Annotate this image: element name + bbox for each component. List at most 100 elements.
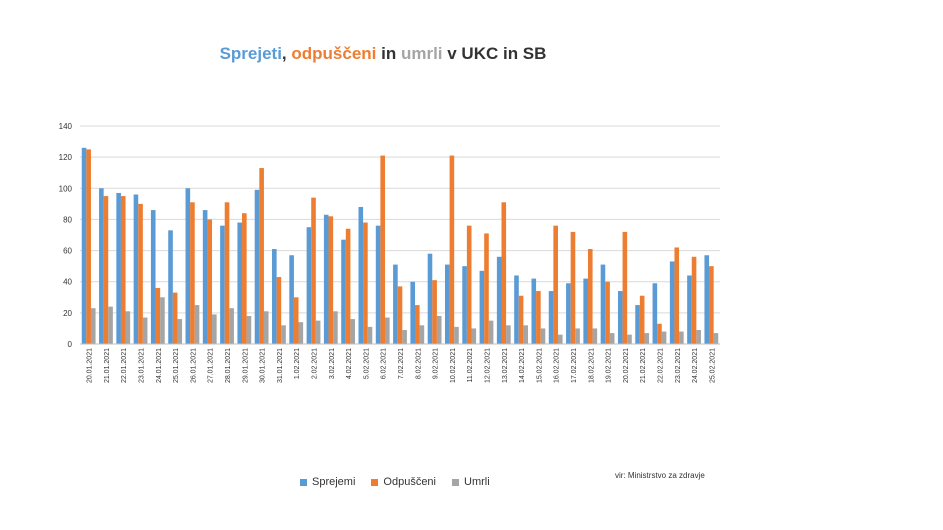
x-tick-label: 27.01.2021 [208,348,215,383]
x-tick-label: 20.01.2021 [87,348,94,383]
bar-sprejemi [600,264,606,344]
bar-umrli [281,325,286,344]
legend-label-odpusceni: Odpuščeni [383,476,436,488]
bar-odpusceni [242,213,247,344]
x-tick-label: 16.02.2021 [554,348,561,383]
bar-sprejemi [617,291,623,344]
title-sep2: in [376,44,401,63]
y-tick-label: 20 [63,309,72,318]
bar-umrli [644,333,650,344]
bar-sprejemi [548,291,554,344]
title-rest: v UKC in SB [442,44,547,63]
bar-umrli [575,328,580,344]
bar-umrli [609,333,615,344]
bar-odpusceni [172,292,178,344]
bar-chart: 0 20 40 60 80 100 120 140 20.01.2021 21.01.2021 22… [59,122,720,383]
x-tick-label: 13.02.2021 [502,348,509,383]
bar-sprejemi [306,227,312,344]
x-tick-label: 15.02.2021 [536,348,543,383]
bar-sprejemi [99,188,104,344]
bar-umrli [454,326,459,344]
legend-swatch-sprejemi [300,478,307,486]
legend-item-odpusceni: Odpuščeni [371,476,436,488]
bar-umrli [385,317,390,344]
bar-umrli [471,328,477,344]
bar-odpusceni [224,202,230,344]
bar-odpusceni [605,281,610,344]
bar-sprejemi [393,264,398,344]
bar-odpusceni [674,247,680,344]
x-tick-label: 18.02.2021 [588,348,595,383]
bar-odpusceni [328,216,334,344]
x-tick-label: 31.01.2021 [277,348,284,383]
bar-sprejemi [168,230,173,344]
bar-odpusceni [466,225,472,344]
bar-odpusceni [86,149,91,344]
x-tick-label: 21.01.2021 [104,348,111,383]
bar-sprejemi [462,266,467,344]
title-sep1: , [281,44,292,63]
bar-sprejemi [341,239,346,344]
bar-sprejemi [410,281,415,344]
bar-umrli [142,317,148,344]
legend: Sprejemi Odpuščeni Umrli [300,476,490,488]
x-tick-label: 4.02.2021 [346,348,353,379]
x-tick-label: 17.02.2021 [571,348,578,383]
bar-odpusceni [484,233,489,344]
bar-umrli [333,311,338,344]
bar-sprejemi [150,210,156,344]
bar-odpusceni [639,295,645,344]
x-tick-label: 24.01.2021 [156,348,163,383]
title-sprejeti: Sprejeti [219,44,282,63]
bar-sprejemi [479,270,485,344]
bar-odpusceni [587,249,593,344]
bar-odpusceni [657,323,662,344]
title-umrli: umrli [400,44,443,63]
bar-odpusceni [345,228,351,344]
bar-odpusceni [518,295,524,344]
bar-umrli [696,329,701,344]
y-tick-label: 60 [63,247,72,256]
bar-odpusceni [311,197,316,344]
bar-umrli [713,333,719,344]
bar-umrli [350,319,356,344]
legend-item-sprejemi: Sprejemi [300,476,355,488]
bar-odpusceni [380,155,386,344]
bar-sprejemi [531,278,537,344]
x-tick-label: 11.02.2021 [467,348,474,383]
x-tick-label: 9.02.2021 [433,348,440,379]
bar-odpusceni [414,305,420,344]
bar-umrli [679,331,684,344]
bar-umrli [212,314,217,344]
legend-swatch-umrli [452,478,459,486]
bar-sprejemi [583,278,588,344]
x-tick-label: 7.02.2021 [398,348,405,379]
x-tick-label: 12.02.2021 [484,348,491,383]
bar-sprejemi [202,210,208,344]
bar-odpusceni [709,266,714,344]
title-odpusceni: odpuščeni [291,44,377,63]
bar-odpusceni [190,202,195,344]
bar-sprejemi [427,253,433,344]
bar-umrli [298,322,304,344]
bar-odpusceni [259,168,264,344]
bar-odpusceni [397,286,403,344]
x-tick-label: 5.02.2021 [363,348,370,379]
bar-sprejemi [358,206,364,344]
x-tick-label: 19.02.2021 [606,348,613,383]
bar-umrli [367,326,373,344]
bar-sprejemi [444,264,450,344]
bar-sprejemi [116,192,121,344]
x-tick-label: 23.02.2021 [675,348,682,383]
bar-umrli [627,334,632,344]
bar-sprejemi [133,194,139,344]
bar-sprejemi [496,256,502,344]
bar-sprejemi [687,275,692,344]
bar-sprejemi [185,188,191,344]
bar-umrli [263,311,269,344]
legend-label-sprejemi: Sprejemi [312,476,356,488]
bar-umrli [419,325,425,344]
bar-sprejemi [323,214,329,344]
bar-odpusceni [120,196,126,344]
bar-odpusceni [570,231,576,344]
